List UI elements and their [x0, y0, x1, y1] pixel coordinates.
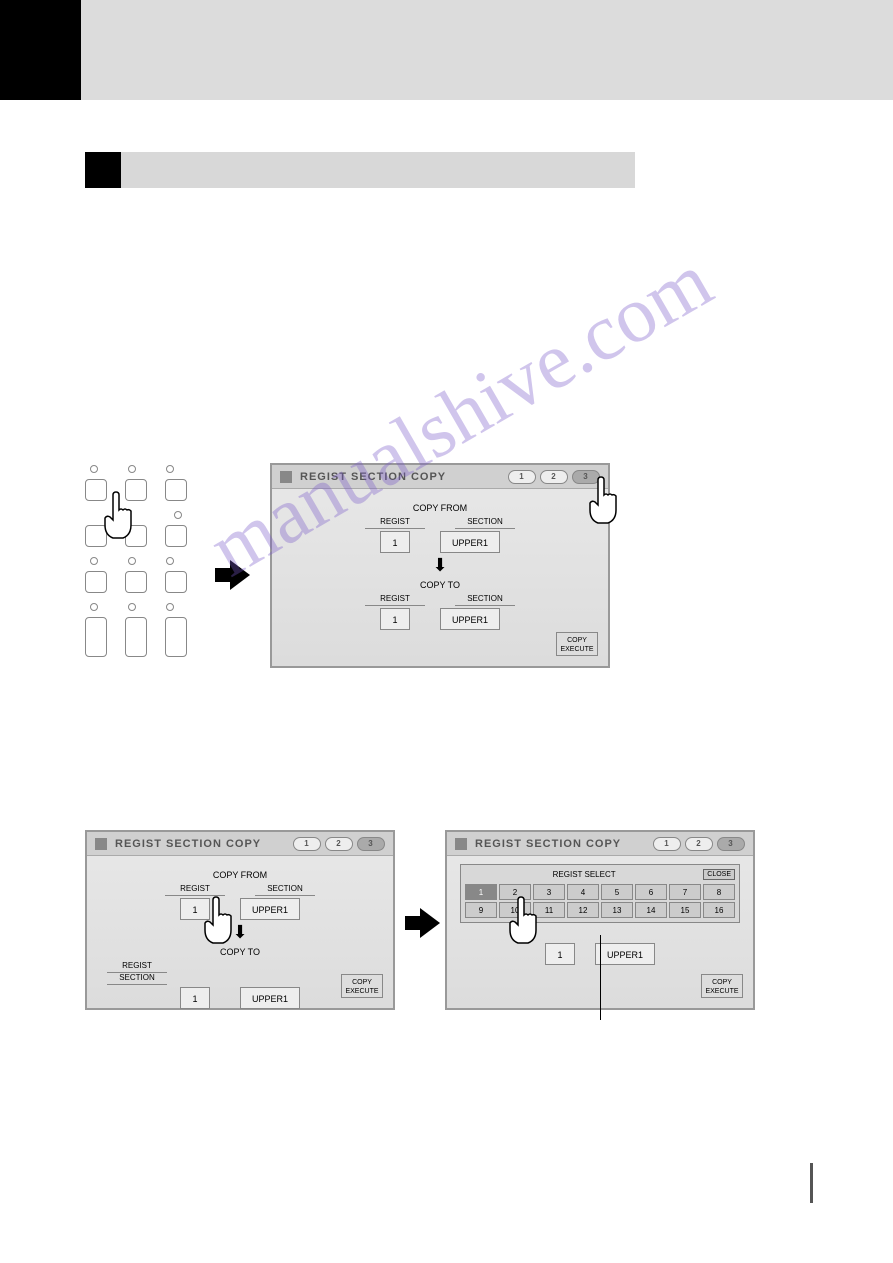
- regist-from-input[interactable]: 1: [180, 898, 210, 920]
- panel-led: [174, 511, 182, 519]
- section-label: SECTION: [107, 973, 167, 985]
- panel-button[interactable]: [85, 571, 107, 593]
- regist-label: REGIST: [365, 517, 425, 529]
- header-black-block: [0, 0, 81, 100]
- regist-num-8[interactable]: 8: [703, 884, 735, 900]
- panel-button[interactable]: [165, 525, 187, 547]
- header-gray-block: [81, 0, 893, 100]
- copy-execute-button[interactable]: COPY EXECUTE: [341, 974, 383, 998]
- regist-label: REGIST: [107, 961, 167, 973]
- regist-num-13[interactable]: 13: [601, 902, 633, 918]
- regist-to-input[interactable]: 1: [180, 987, 210, 1009]
- tab-3[interactable]: 3: [717, 837, 745, 851]
- regist-num-6[interactable]: 6: [635, 884, 667, 900]
- copy-to-label: COPY TO: [107, 947, 373, 957]
- regist-num-5[interactable]: 5: [601, 884, 633, 900]
- regist-to-input[interactable]: 1: [380, 608, 410, 630]
- tab-1[interactable]: 1: [508, 470, 536, 484]
- regist-num-16[interactable]: 16: [703, 902, 735, 918]
- regist-num-12[interactable]: 12: [567, 902, 599, 918]
- copy-to-label: COPY TO: [292, 580, 588, 590]
- regist-select-popup: REGIST SELECT CLOSE 1 2 3 4 5 6 7 8 9 10…: [460, 864, 740, 923]
- panel-led: [166, 465, 174, 473]
- panel-title-bar: REGIST SECTION COPY 1 2 3: [447, 832, 753, 856]
- panel-button[interactable]: [125, 525, 147, 547]
- title-square-icon: [95, 838, 107, 850]
- panel-led: [128, 557, 136, 565]
- copy-from-label: COPY FROM: [107, 870, 373, 880]
- panel-led: [90, 465, 98, 473]
- section-to-input[interactable]: UPPER1: [440, 608, 500, 630]
- regist-num-11[interactable]: 11: [533, 902, 565, 918]
- panel-button[interactable]: [85, 525, 107, 547]
- panel-led: [90, 603, 98, 611]
- regist-num-14[interactable]: 14: [635, 902, 667, 918]
- panel-led: [128, 603, 136, 611]
- panel-led: [128, 465, 136, 473]
- section-bar-body: [121, 152, 635, 188]
- copy-execute-button[interactable]: COPY EXECUTE: [556, 632, 598, 656]
- regist-num-10[interactable]: 10: [499, 902, 531, 918]
- panel-button[interactable]: [125, 571, 147, 593]
- section-label: SECTION: [455, 594, 515, 606]
- arrow-right-icon: [230, 560, 250, 590]
- tab-1[interactable]: 1: [293, 837, 321, 851]
- regist-num-7[interactable]: 7: [669, 884, 701, 900]
- copy-execute-button[interactable]: COPY EXECUTE: [701, 974, 743, 998]
- section-value: UPPER1: [595, 943, 655, 965]
- tab-3[interactable]: 3: [572, 470, 600, 484]
- panel-title-bar: REGIST SECTION COPY 1 2 3: [272, 465, 608, 489]
- section-label: SECTION: [255, 884, 315, 896]
- hardware-panel-grid: [85, 465, 187, 667]
- regist-select-label: REGIST SELECT: [553, 870, 616, 879]
- footer-divider: [810, 1163, 813, 1203]
- screenshot-panel-2: REGIST SECTION COPY 1 2 3 COPY FROM REGI…: [85, 830, 395, 1010]
- close-button[interactable]: CLOSE: [703, 869, 735, 880]
- panel-led: [166, 603, 174, 611]
- panel-title: REGIST SECTION COPY: [300, 471, 446, 483]
- section-from-input[interactable]: UPPER1: [440, 531, 500, 553]
- regist-label: REGIST: [165, 884, 225, 896]
- regist-value: 1: [545, 943, 575, 965]
- panel-button[interactable]: [165, 617, 187, 657]
- tab-1[interactable]: 1: [653, 837, 681, 851]
- title-square-icon: [455, 838, 467, 850]
- regist-num-1[interactable]: 1: [465, 884, 497, 900]
- panel-title: REGIST SECTION COPY: [475, 838, 621, 850]
- panel-button[interactable]: [125, 479, 147, 501]
- tab-2[interactable]: 2: [685, 837, 713, 851]
- tab-3[interactable]: 3: [357, 837, 385, 851]
- regist-num-9[interactable]: 9: [465, 902, 497, 918]
- regist-label: REGIST: [365, 594, 425, 606]
- down-arrow-icon: ⬇: [107, 922, 373, 943]
- title-square-icon: [280, 471, 292, 483]
- panel-button[interactable]: [165, 571, 187, 593]
- tab-2[interactable]: 2: [540, 470, 568, 484]
- section-title-bar: [85, 152, 635, 188]
- regist-number-grid: 1 2 3 4 5 6 7 8 9 10 11 12 13 14 15 16: [465, 884, 735, 918]
- regist-num-3[interactable]: 3: [533, 884, 565, 900]
- section-bar-marker: [85, 152, 121, 188]
- section-from-input[interactable]: UPPER1: [240, 898, 300, 920]
- panel-button[interactable]: [85, 479, 107, 501]
- screenshot-panel-1: REGIST SECTION COPY 1 2 3 COPY FROM REGI…: [270, 463, 610, 668]
- regist-num-4[interactable]: 4: [567, 884, 599, 900]
- regist-num-15[interactable]: 15: [669, 902, 701, 918]
- panel-button[interactable]: [165, 479, 187, 501]
- down-arrow-icon: ⬇: [292, 555, 588, 576]
- panel-title: REGIST SECTION COPY: [115, 838, 261, 850]
- panel-led: [90, 557, 98, 565]
- tab-2[interactable]: 2: [325, 837, 353, 851]
- panel-button[interactable]: [125, 617, 147, 657]
- panel-button[interactable]: [85, 617, 107, 657]
- panel-led: [166, 557, 174, 565]
- panel-title-bar: REGIST SECTION COPY 1 2 3: [87, 832, 393, 856]
- callout-line: [600, 935, 601, 1020]
- regist-from-input[interactable]: 1: [380, 531, 410, 553]
- section-to-input[interactable]: UPPER1: [240, 987, 300, 1009]
- arrow-right-icon: [420, 908, 440, 938]
- section-label: SECTION: [455, 517, 515, 529]
- regist-num-2[interactable]: 2: [499, 884, 531, 900]
- copy-from-label: COPY FROM: [292, 503, 588, 513]
